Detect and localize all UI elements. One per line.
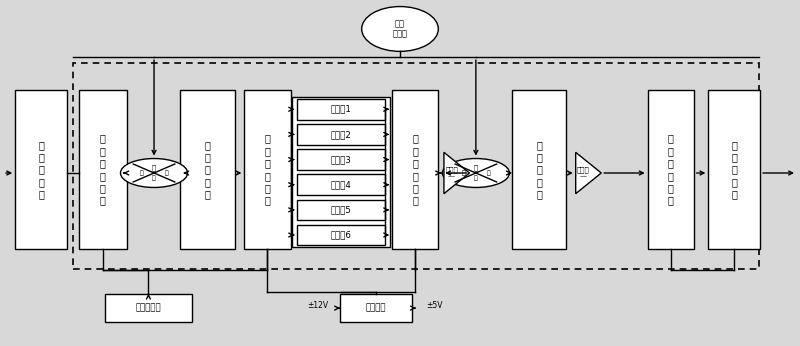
Text: 延迟线4: 延迟线4 bbox=[330, 180, 351, 189]
Bar bbox=[708, 90, 760, 249]
Bar bbox=[512, 90, 566, 249]
Text: 单
刀
双
掷
开
关: 单 刀 双 掷 开 关 bbox=[100, 134, 106, 206]
Text: 限
幅
衰
减
器: 限 幅 衰 减 器 bbox=[731, 140, 737, 199]
Text: 延迟线5: 延迟线5 bbox=[330, 206, 351, 215]
Bar bbox=[105, 294, 192, 322]
Circle shape bbox=[121, 158, 187, 188]
Circle shape bbox=[442, 158, 510, 188]
Text: 窄
带
滤
波
器: 窄 带 滤 波 器 bbox=[205, 140, 210, 199]
Bar bbox=[297, 124, 385, 145]
Bar bbox=[73, 63, 759, 270]
Text: ±5V: ±5V bbox=[426, 301, 442, 310]
Bar bbox=[244, 90, 290, 249]
Bar bbox=[297, 99, 385, 120]
Bar bbox=[297, 174, 385, 195]
Text: 单
刀
双
掷
开
关: 单 刀 双 掷 开 关 bbox=[668, 134, 674, 206]
Polygon shape bbox=[576, 152, 602, 194]
Bar bbox=[79, 90, 127, 249]
Text: 器: 器 bbox=[474, 176, 478, 181]
Text: 变: 变 bbox=[462, 170, 465, 176]
Text: 延迟线2: 延迟线2 bbox=[330, 130, 351, 139]
Bar bbox=[15, 90, 67, 249]
Bar bbox=[292, 97, 390, 247]
Text: 限
幅
衰
减
器: 限 幅 衰 减 器 bbox=[38, 140, 44, 199]
Text: 频: 频 bbox=[486, 170, 490, 176]
Text: 下: 下 bbox=[152, 164, 156, 171]
Text: 延迟线6: 延迟线6 bbox=[330, 230, 351, 239]
Bar bbox=[297, 200, 385, 220]
Bar bbox=[297, 149, 385, 170]
Text: 单
刀
六
掷
开
关: 单 刀 六 掷 开 关 bbox=[412, 134, 418, 206]
Polygon shape bbox=[444, 152, 470, 194]
Text: 变: 变 bbox=[139, 170, 143, 176]
Text: 微控制单元: 微控制单元 bbox=[136, 303, 162, 312]
Ellipse shape bbox=[362, 7, 438, 51]
Text: 延迟线1: 延迟线1 bbox=[330, 105, 351, 114]
Text: 宽
带
滤
波
器: 宽 带 滤 波 器 bbox=[536, 140, 542, 199]
Bar bbox=[647, 90, 694, 249]
Text: 放大器
—: 放大器 — bbox=[577, 167, 590, 179]
Text: 延迟线3: 延迟线3 bbox=[330, 155, 351, 164]
Text: 频: 频 bbox=[165, 170, 169, 176]
Text: 微波
振荡器: 微波 振荡器 bbox=[393, 19, 407, 39]
Bar bbox=[340, 294, 412, 322]
Bar bbox=[392, 90, 438, 249]
Text: 器: 器 bbox=[152, 176, 156, 181]
Bar bbox=[180, 90, 234, 249]
Text: 单
刀
六
掷
开
关: 单 刀 六 掷 开 关 bbox=[265, 134, 270, 206]
Text: 放大器
—: 放大器 — bbox=[446, 167, 458, 179]
Bar bbox=[297, 225, 385, 245]
Text: 上: 上 bbox=[474, 164, 478, 171]
Text: 电源模块: 电源模块 bbox=[366, 303, 386, 312]
Text: ±12V: ±12V bbox=[307, 301, 328, 310]
